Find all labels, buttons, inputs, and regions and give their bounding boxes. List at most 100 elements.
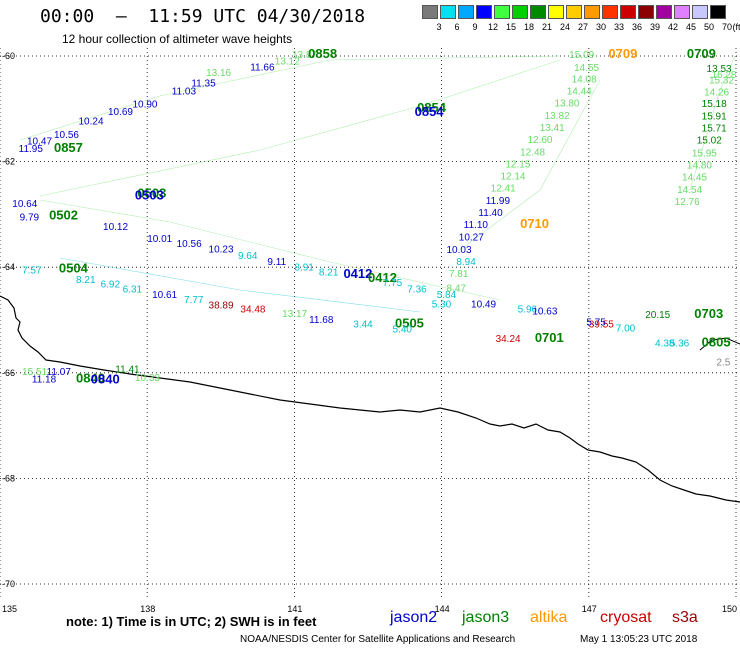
wave-height-label: 12.15 xyxy=(505,159,530,170)
pass-time-label: 0701 xyxy=(535,330,564,345)
coastline-fragment xyxy=(699,337,740,351)
track-line xyxy=(689,55,736,191)
wave-height-label: 14.45 xyxy=(682,173,707,184)
legend-swatch xyxy=(584,5,600,19)
swh-label-layer: 11.6613.1213.87085813.1611.3511.0310.901… xyxy=(12,46,737,386)
wave-height-label: 12.14 xyxy=(500,172,525,183)
wave-height-label: 5.96 xyxy=(518,305,538,316)
wave-height-label: 13.12 xyxy=(275,56,300,67)
page-title: 00:00 – 11:59 UTC 04/30/2018 xyxy=(40,6,366,27)
wave-height-label: 6.31 xyxy=(123,285,143,296)
wave-height-label: 10.63 xyxy=(532,307,557,318)
wave-height-label: 2.5 xyxy=(716,357,730,368)
wave-height-label: 11.95 xyxy=(19,144,44,155)
page-subtitle: 12 hour collection of altimeter wave hei… xyxy=(62,32,293,46)
legend-swatch xyxy=(458,5,474,19)
wave-height-label: 10.56 xyxy=(177,239,202,250)
track-line xyxy=(39,199,501,301)
wave-height-label: 10.01 xyxy=(147,234,172,245)
pass-time-label: 0502 xyxy=(49,208,78,223)
pass-time-label: 0503 xyxy=(137,186,166,201)
legend-swatch xyxy=(530,5,546,19)
wave-height-label: 8.21 xyxy=(76,275,96,286)
wave-height-label: 11.99 xyxy=(486,196,511,207)
wave-height-label: 7.81 xyxy=(449,269,469,280)
legend-value-label: 50 xyxy=(703,22,714,32)
pass-time-label: 0805 xyxy=(702,334,731,349)
legend-swatch xyxy=(512,5,528,19)
wave-height-label: 14.55 xyxy=(574,63,599,74)
track-line xyxy=(459,79,601,251)
legend-value-label: 33 xyxy=(613,22,624,32)
wave-height-label: 12.60 xyxy=(527,135,552,146)
legend-value-label: 12 xyxy=(487,22,498,32)
legend-swatch xyxy=(710,5,726,19)
latitude-tick-label: -64 xyxy=(2,262,15,272)
legend-value-label: 70 xyxy=(721,22,732,32)
wave-height-label: 8.21 xyxy=(319,268,339,279)
legend-swatch xyxy=(440,5,456,19)
wave-height-label: 13.41 xyxy=(540,123,565,134)
legend-value-label: 24 xyxy=(559,22,570,32)
legend-swatch xyxy=(494,5,510,19)
graticule xyxy=(0,48,740,600)
longitude-tick-label: 135 xyxy=(2,604,17,614)
wave-height-label: 14.80 xyxy=(687,160,712,171)
wave-height-label: 13.16 xyxy=(206,68,231,79)
wave-height-label: 10.47 xyxy=(27,137,52,148)
legend-swatch xyxy=(548,5,564,19)
wave-height-label: 12.76 xyxy=(675,197,700,208)
pass-time-label: 0710 xyxy=(520,216,549,231)
pass-time-label: 0503 xyxy=(135,188,164,203)
wave-height-label: 11.10 xyxy=(464,220,489,231)
pass-time-label: 0504 xyxy=(59,260,89,275)
legend-value-label: 42 xyxy=(667,22,678,32)
longitude-tick-label: 141 xyxy=(287,604,302,614)
pass-time-label: 0412 xyxy=(368,270,397,285)
track-line xyxy=(39,59,561,197)
wave-height-label: 15.02 xyxy=(697,136,722,147)
generated-timestamp: May 1 13:05:23 UTC 2018 xyxy=(580,634,698,645)
legend-value-label: 39 xyxy=(649,22,660,32)
legend-swatch xyxy=(692,5,708,19)
wave-height-label: 12.41 xyxy=(491,184,516,195)
legend-swatch xyxy=(620,5,636,19)
legend-value-label: 3 xyxy=(436,22,442,32)
wave-height-label: 34.24 xyxy=(496,334,521,345)
footer-note: note: 1) Time is in UTC; 2) SWH is in fe… xyxy=(66,614,317,629)
legend-swatch xyxy=(656,5,672,19)
pass-time-label: 0709 xyxy=(608,46,637,61)
wave-height-label: 5.36 xyxy=(670,338,690,349)
wave-height-label: 10.61 xyxy=(152,290,177,301)
wave-height-label: 8.47 xyxy=(447,283,467,294)
wave-height-label: 14.54 xyxy=(677,185,702,196)
pass-time-label: 0858 xyxy=(308,46,337,61)
legend-value-label: 45 xyxy=(685,22,696,32)
wave-height-label: 10.23 xyxy=(209,244,234,255)
wave-height-label: 10.33 xyxy=(135,373,160,384)
longitude-tick-label: 138 xyxy=(140,604,155,614)
wave-height-label: 14.08 xyxy=(572,74,597,85)
wave-height-label: 7.75 xyxy=(383,278,403,289)
legend-swatch xyxy=(674,5,690,19)
pass-time-label: 0412 xyxy=(343,266,372,281)
longitude-tick-label: 150 xyxy=(722,604,737,614)
wave-height-label: 12.48 xyxy=(520,147,545,158)
wave-height-label: 15.51 xyxy=(22,367,47,378)
legend-swatch xyxy=(638,5,654,19)
legend-swatch xyxy=(422,5,438,19)
axis-label-layer: -60 -62 -64 -66 -68 -70 135 138 141 144 147 150 xyxy=(2,51,737,614)
wave-height-label: 13.53 xyxy=(707,64,732,75)
wave-height-label: 10.49 xyxy=(471,299,496,310)
wave-height-label: 16.28 xyxy=(711,70,736,81)
wave-height-label: 11.18 xyxy=(32,374,57,385)
wave-height-label: 11.40 xyxy=(478,208,503,219)
wave-height-label: 10.27 xyxy=(459,232,484,243)
wave-height-label: 15.71 xyxy=(702,124,727,135)
wave-height-label: 11.68 xyxy=(309,315,334,326)
satellite-name-jason2: jason2 xyxy=(390,609,438,626)
pass-time-label: 0857 xyxy=(54,140,83,155)
wave-height-label: 15.91 xyxy=(702,111,727,122)
legend-value-label: 30 xyxy=(595,22,606,32)
